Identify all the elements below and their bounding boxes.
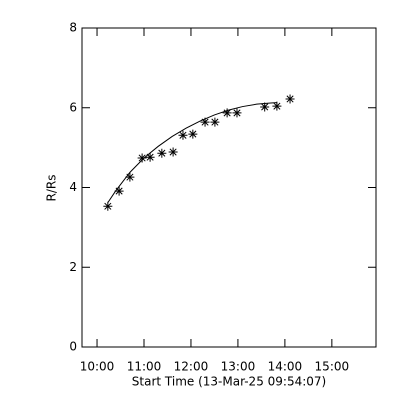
y-axis-label: R/Rs	[45, 175, 59, 202]
x-tick-label: 10:00	[80, 360, 115, 374]
data-point	[200, 117, 210, 127]
x-tick-label: 11:00	[127, 360, 162, 374]
data-point	[114, 186, 124, 196]
data-point	[232, 108, 242, 118]
data-point	[210, 117, 220, 127]
data-point	[168, 147, 178, 157]
data-point	[188, 129, 198, 139]
x-tick-label: 13:00	[221, 360, 256, 374]
data-point	[285, 94, 295, 104]
plot-frame	[81, 27, 377, 348]
y-tick-label: 6	[69, 100, 77, 114]
x-axis-label: Start Time (13-Mar-25 09:54:07)	[132, 375, 326, 389]
data-point	[260, 102, 270, 112]
y-tick-label: 2	[69, 260, 77, 274]
x-tick-label: 14:00	[268, 360, 303, 374]
y-tick-label: 0	[69, 340, 77, 354]
data-point	[103, 201, 113, 211]
y-tick-label: 8	[69, 21, 77, 35]
data-point	[137, 153, 147, 163]
data-point	[157, 148, 167, 158]
y-tick-label: 4	[69, 180, 77, 194]
x-tick-label: 15:00	[315, 360, 350, 374]
data-point	[145, 152, 155, 162]
data-point	[222, 108, 232, 118]
data-point	[125, 172, 135, 182]
data-point	[178, 130, 188, 140]
x-tick-label: 12:00	[174, 360, 209, 374]
data-point	[272, 101, 282, 111]
fit-line	[107, 102, 277, 203]
